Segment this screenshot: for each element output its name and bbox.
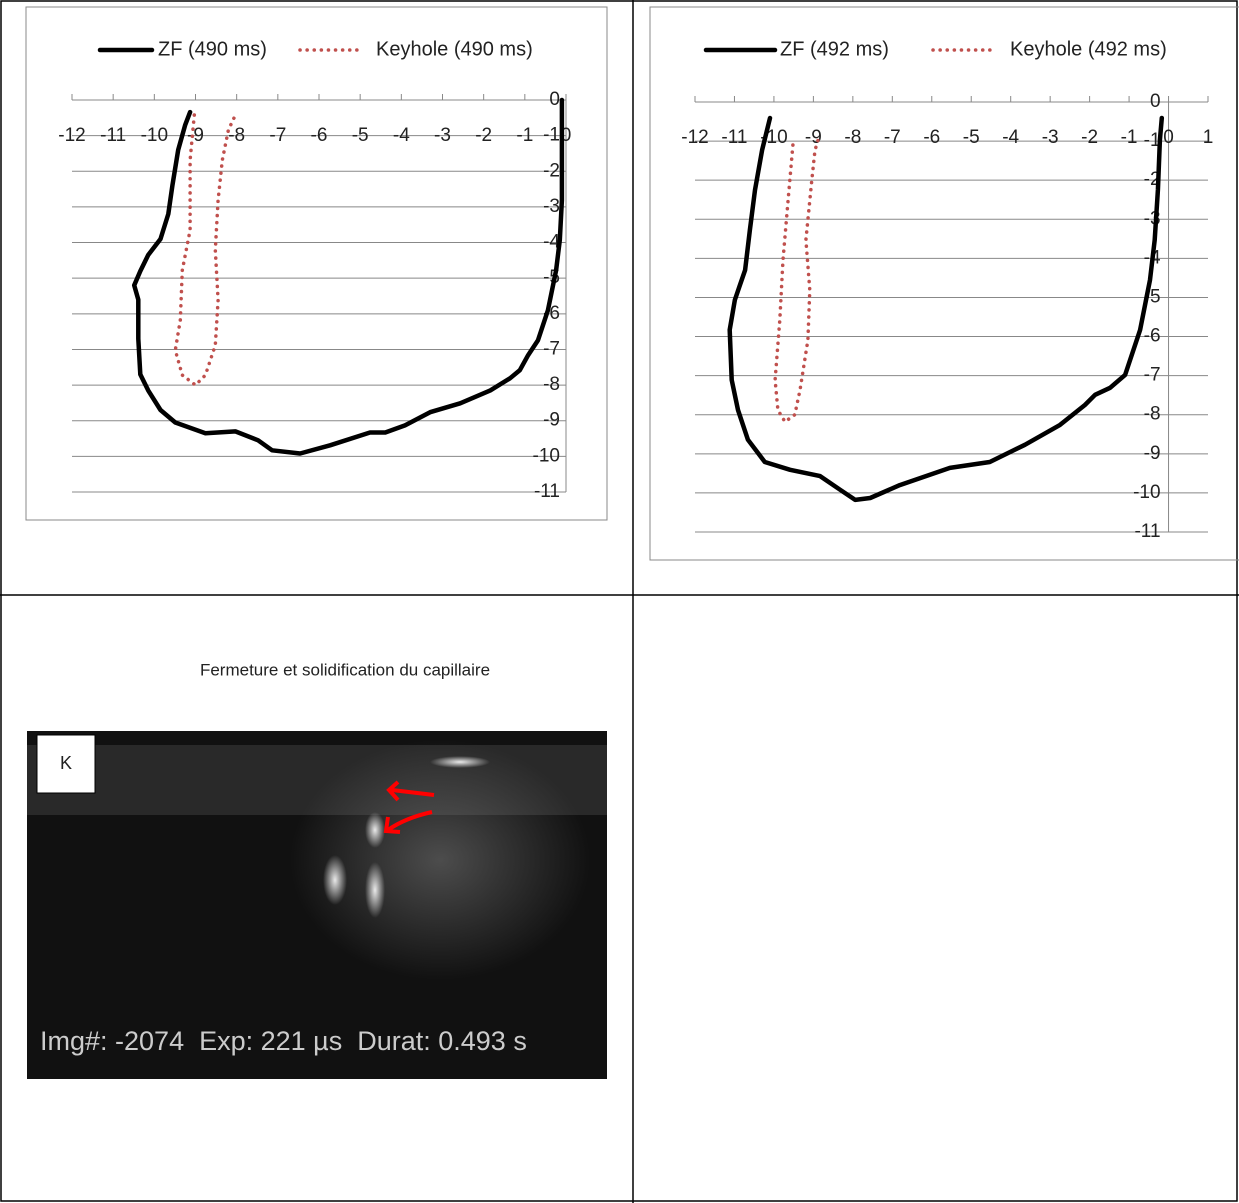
x-tick-label: -9 [187,125,204,146]
x-tick-label: -1 [516,125,533,146]
x-tick-label: -6 [311,125,328,146]
x-tick-label: 0 [1163,127,1174,148]
y-tick-label: -6 [1144,326,1161,347]
x-tick-label: -5 [963,127,980,148]
y-tick-label: -10 [1133,482,1160,503]
x-tick-label: -6 [923,127,940,148]
series-line [727,115,1165,503]
y-tick-label: 0 [1150,91,1161,112]
series-line [131,97,565,456]
x-tick-label: 1 [1203,127,1214,148]
y-tick-label: -7 [1144,365,1161,386]
y-tick-label: -3 [543,196,560,217]
y-tick-label: -11 [534,481,560,502]
y-tick-label: -8 [1144,404,1161,425]
y-tick-label: 0 [549,89,560,110]
y-tick-label: -9 [543,410,560,431]
y-tick-label: -9 [1144,443,1161,464]
x-tick-label: -4 [1002,127,1019,148]
x-tick-label: -1 [1121,127,1138,148]
y-tick-label: -8 [543,374,560,395]
y-tick-label: -10 [533,445,560,466]
x-tick-label: -2 [475,125,492,146]
x-tick-label: -11 [721,127,747,148]
y-tick-label: -4 [543,232,560,253]
x-tick-label: -10 [141,125,168,146]
x-tick-label: -12 [681,127,708,148]
x-tick-label: 0 [561,125,572,146]
x-tick-label: -7 [269,125,286,146]
y-tick-label: -1 [543,125,560,146]
chart-frame [649,6,1239,561]
series-line [173,113,238,387]
x-tick-label: -3 [434,125,451,146]
figure-caption: Fermeture et solidification du capillair… [200,660,490,679]
y-tick-label: -7 [543,338,560,359]
legend-label: Keyhole (490 ms) [376,38,533,60]
x-tick-label: -2 [1081,127,1098,148]
x-tick-label: -8 [844,127,861,148]
x-tick-label: -5 [352,125,369,146]
photo-overlay: Img#: -2074 Exp: 221 µs Durat: 0.493 s [40,1026,527,1056]
y-tick-label: -11 [1134,521,1160,542]
legend-label: ZF (490 ms) [158,38,267,60]
x-tick-label: -7 [884,127,901,148]
x-tick-label: -4 [393,125,410,146]
chart-frame [25,6,608,521]
photo: K Img#: -2074 Exp: 221 µs Durat: 0.493 s [27,731,607,1079]
y-tick-label: -2 [543,160,560,181]
x-tick-label: -9 [805,127,822,148]
y-tick-label: -1 [1144,130,1161,151]
x-tick-label: -8 [228,125,245,146]
x-tick-label: -11 [100,125,126,146]
legend-label: ZF (492 ms) [780,38,889,60]
photo-label: K [60,753,72,773]
legend-label: Keyhole (492 ms) [1010,38,1167,60]
series-line [773,138,820,424]
x-tick-label: -3 [1042,127,1059,148]
x-tick-label: -12 [58,125,85,146]
